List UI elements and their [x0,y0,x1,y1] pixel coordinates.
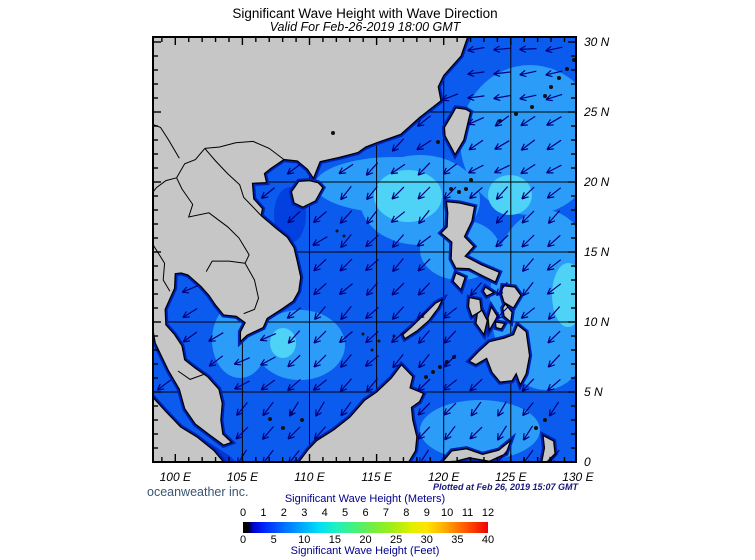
colorbar-feet-tick: 35 [451,534,464,546]
colorbar-meters-tick: 6 [362,507,369,519]
colorbar-meters-tick: 10 [441,507,454,519]
x-axis-label: 115 E [361,470,392,484]
colorbar-feet-tick: 15 [328,534,341,546]
x-axis-label: 110 E [294,470,325,484]
colorbar-meters-tick: 2 [280,507,287,519]
legend-feet-label: Significant Wave Height (Feet) [290,545,440,557]
chart-valid-time: Valid For Feb-26-2019 18:00 GMT [269,20,461,34]
colorbar-meters-tick: 12 [481,507,495,519]
colorbar-feet-tick: 30 [420,534,433,546]
colorbar-meters-tick: 9 [423,507,430,519]
x-axis-label: 100 E [159,470,191,484]
colorbar-meters-tick: 7 [382,507,389,519]
colorbar-feet-tick: 10 [298,534,311,546]
colorbar-meters-tick: 11 [461,507,474,519]
colorbar-meters-tick: 1 [260,507,267,519]
colorbar-meters-tick: 3 [301,507,308,519]
y-axis-label: 10 N [584,315,610,329]
colorbar-feet-tick: 25 [390,534,403,546]
y-axis-label: 0 [584,455,591,469]
colorbar-feet-tick: 20 [359,534,372,546]
x-axis-label: 120 E [428,470,460,484]
colorbar-feet-tick: 40 [481,534,495,546]
plotted-at-text: Plotted at Feb 26, 2019 15:07 GMT [432,482,578,492]
colorbar-meters-tick: 0 [239,507,247,519]
y-axis-label: 25 N [584,105,610,119]
colorbar-meters-tick: 4 [321,507,328,519]
x-axis-label: 130 E [562,470,594,484]
colorbar-meters-tick: 5 [342,507,349,519]
x-axis-label: 125 E [495,470,527,484]
legend-meters-label: Significant Wave Height (Meters) [284,493,446,505]
colorbar [243,522,488,533]
y-axis-label: 15 N [584,245,610,259]
colorbar-feet-tick: 0 [239,534,247,546]
colorbar-meters-tick: 8 [403,507,410,519]
x-axis-label: 105 E [226,470,259,484]
credit-text: oceanweather inc. [147,485,249,499]
y-axis-label: 5 N [584,385,603,399]
y-axis-label: 30 N [584,35,610,49]
colorbar-feet-tick: 5 [270,534,277,546]
y-axis-label: 20 N [584,175,610,189]
chart-title: Significant Wave Height with Wave Direct… [232,6,498,21]
